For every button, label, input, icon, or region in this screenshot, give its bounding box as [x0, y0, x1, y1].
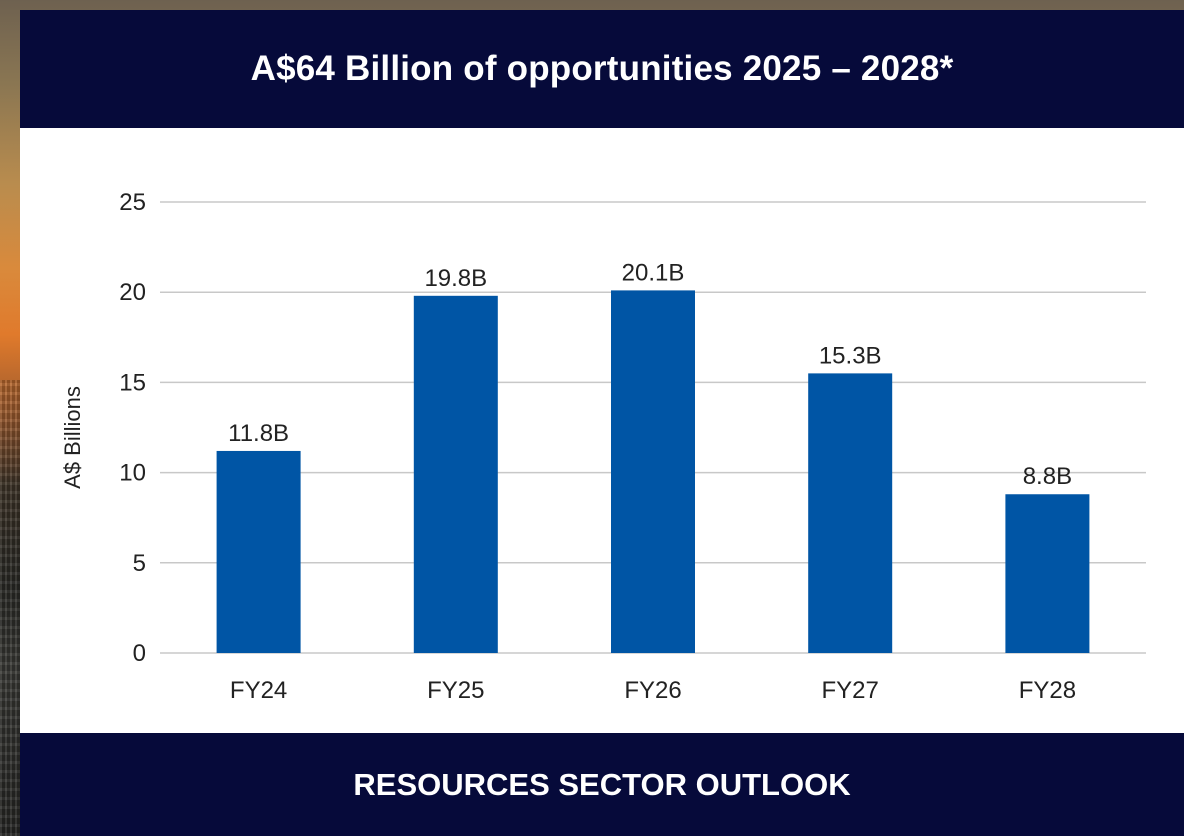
bar-fy28 [1005, 494, 1090, 653]
x-tick-label-fy26: FY26 [624, 677, 681, 704]
y-tick-label: 10 [119, 460, 146, 487]
footer-label: RESOURCES SECTOR OUTLOOK [353, 766, 851, 802]
chart-panel: A$64 Billion of opportunities 2025 – 202… [20, 10, 1184, 836]
bars [216, 290, 1090, 653]
data-labels: 11.8B 19.8B 20.1B 15.3B 8.8B [228, 259, 1072, 490]
x-tick-label-fy25: FY25 [427, 677, 484, 704]
y-tick-label: 0 [133, 640, 146, 667]
y-axis-label: A$ Billions [60, 386, 85, 489]
x-tick-label-fy28: FY28 [1019, 677, 1076, 704]
y-tick-label: 15 [119, 369, 146, 396]
footer-banner: RESOURCES SECTOR OUTLOOK [20, 733, 1184, 836]
data-label-fy26: 20.1B [622, 259, 685, 286]
bar-fy27 [808, 373, 893, 653]
data-label-fy25: 19.8B [424, 265, 487, 292]
bar-fy24 [216, 450, 301, 653]
y-tick-label: 20 [119, 279, 146, 306]
bar-fy26 [611, 290, 695, 653]
data-label-fy28: 8.8B [1023, 463, 1072, 490]
data-label-fy27: 15.3B [819, 342, 882, 369]
x-axis-ticks: FY24 FY25 FY26 FY27 FY28 [230, 677, 1076, 704]
data-label-fy24: 11.8B [228, 420, 289, 447]
x-tick-label-fy24: FY24 [230, 677, 287, 704]
title-banner: A$64 Billion of opportunities 2025 – 202… [20, 10, 1184, 128]
y-axis-ticks: 0 5 10 15 20 25 [119, 189, 146, 667]
bar-chart: 0 5 10 15 20 25 A$ Billions 11.8B 19.8B 20.1B 15… [60, 189, 1146, 704]
chart-title: A$64 Billion of opportunities 2025 – 202… [250, 49, 954, 88]
x-tick-label-fy27: FY27 [822, 677, 879, 704]
bar-fy25 [413, 295, 498, 653]
y-tick-label: 5 [133, 550, 146, 577]
y-tick-label: 25 [119, 189, 146, 216]
